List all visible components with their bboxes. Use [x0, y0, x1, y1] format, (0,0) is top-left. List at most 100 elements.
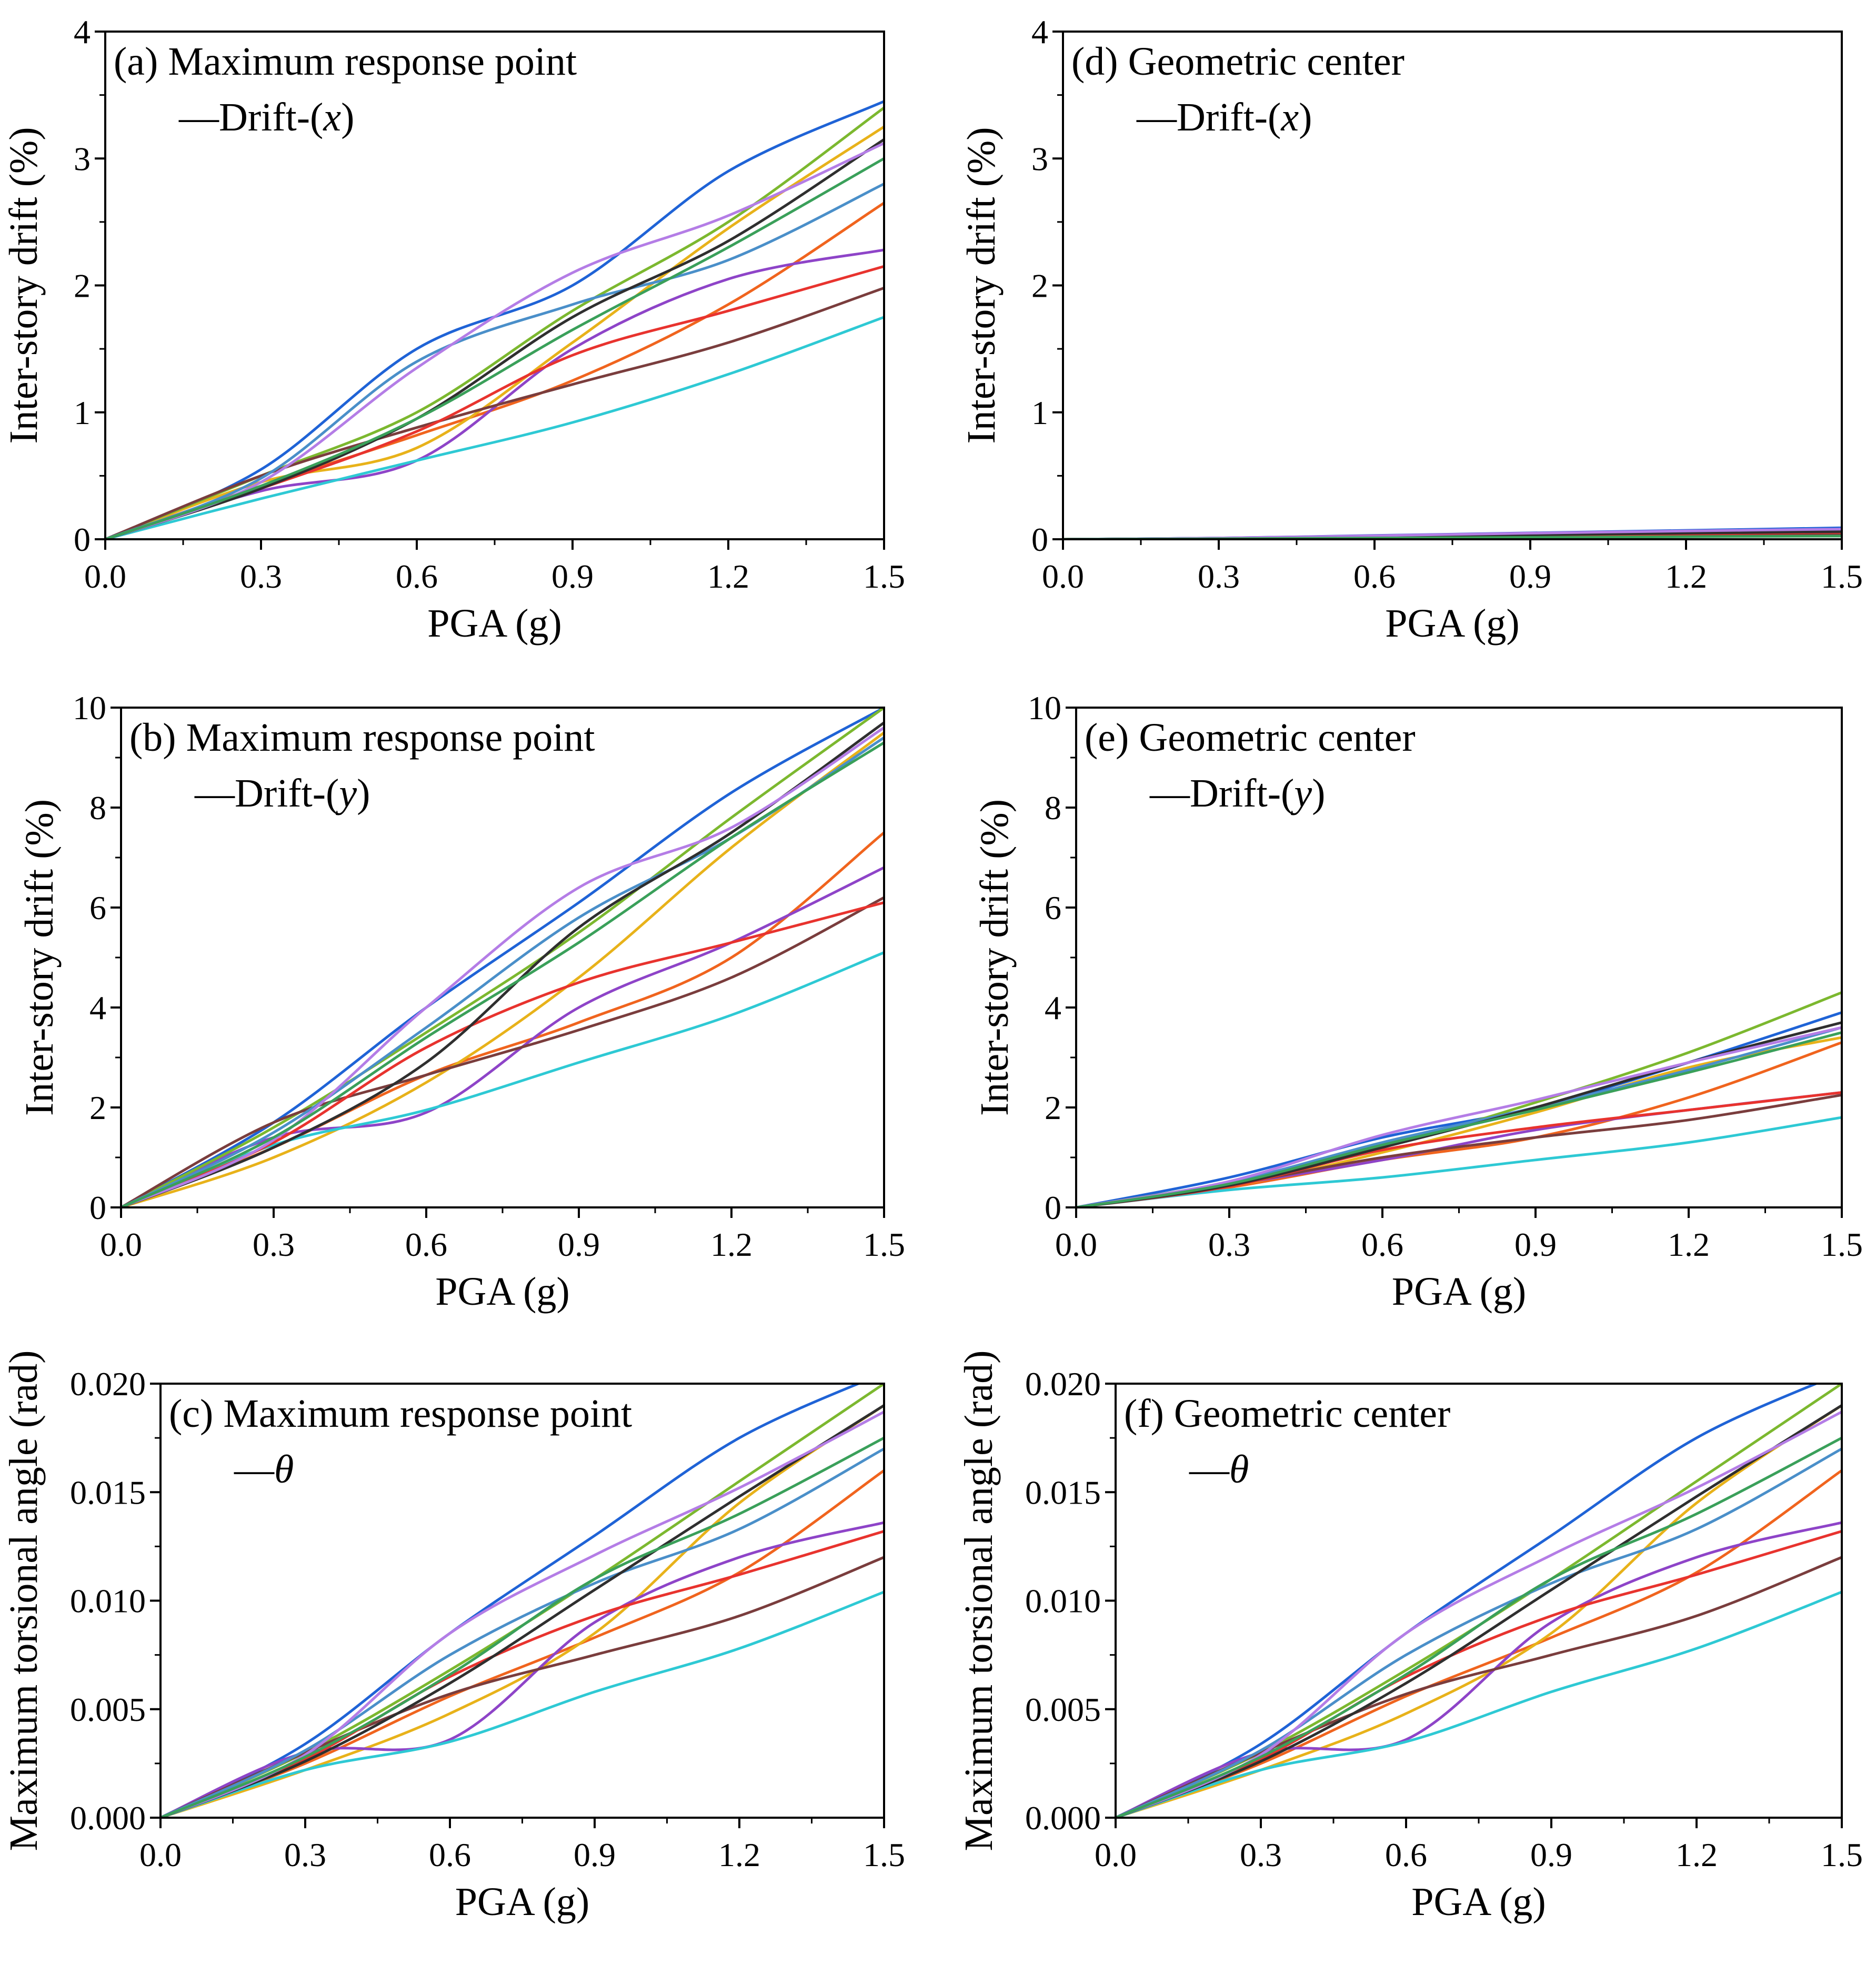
- series-line-gm4: [1116, 1521, 1842, 1818]
- x-tick-label: 1.2: [1676, 1836, 1718, 1873]
- y-tick-label: 2: [74, 267, 91, 305]
- y-tick-label: 2: [89, 1089, 106, 1126]
- x-tick-label: 0.9: [558, 1226, 600, 1263]
- x-tick-label: 0.3: [1240, 1836, 1282, 1873]
- panel-subtitle: —Drift-(x): [178, 95, 354, 139]
- y-tick-label: 8: [1045, 789, 1061, 827]
- y-tick-label: 1: [1031, 394, 1048, 431]
- panel-title: (f) Geometric center: [1124, 1392, 1450, 1436]
- panel-c: 0.0 0.3 0.6 0.9 1.2 1.5 0.000 0.005 0.010 0.015 0.…: [2, 1351, 905, 1924]
- x-tick-label: 0.9: [1514, 1226, 1557, 1263]
- series-line-gm6: [105, 316, 884, 539]
- x-tick-label: 1.5: [1821, 1836, 1863, 1873]
- x-tick-label: 0.3: [1198, 558, 1240, 595]
- x-tick-label: 0.6: [1385, 1836, 1427, 1873]
- x-tick-label: 0.9: [1530, 1836, 1572, 1873]
- y-tick-label: 4: [1045, 989, 1061, 1026]
- series-line-gm6: [1116, 1590, 1842, 1818]
- panel-a: 0.0 0.3 0.6 0.9 1.2 1.5 0 1 2 3 4 PGA (g) Inter-stor…: [2, 13, 905, 646]
- series-line-gm7: [121, 896, 884, 1207]
- y-tick-label: 0.015: [70, 1474, 146, 1511]
- series-line-gm11: [121, 726, 884, 1207]
- series-line-gm1: [1076, 1011, 1842, 1207]
- y-axis-label: Maximum torsional angle (rad): [957, 1351, 1001, 1851]
- series-line-gm5: [1076, 991, 1842, 1207]
- x-tick-label: 1.5: [1821, 1226, 1863, 1263]
- panel-b: 0.0 0.3 0.6 0.9 1.2 1.5 0 2 4 6 8 10 PGA (g) Inter-st…: [17, 689, 905, 1314]
- series-line-gm10: [1116, 1404, 1842, 1818]
- y-tick-label: 4: [1031, 13, 1048, 51]
- series-line-gm10: [121, 721, 884, 1207]
- series-group: [1116, 1384, 1842, 1818]
- y-axis-label: Inter-story drift (%): [959, 127, 1004, 444]
- x-tick-label: 0.9: [551, 558, 594, 595]
- x-tick-label: 1.5: [863, 1226, 905, 1263]
- y-tick-label: 6: [89, 889, 106, 926]
- y-tick-label: 10: [1028, 689, 1061, 727]
- x-tick-label: 1.2: [1665, 558, 1707, 595]
- y-tick-label: 0.020: [1025, 1365, 1101, 1403]
- y-tick-label: 0: [1031, 521, 1048, 558]
- series-line-gm6: [1076, 1116, 1842, 1207]
- y-tick-label: 6: [1045, 889, 1061, 926]
- y-axis-label: Maximum torsional angle (rad): [2, 1351, 46, 1851]
- series-line-gm1: [105, 100, 884, 539]
- x-tick-label: 0.0: [1042, 558, 1084, 595]
- series-group: [160, 1384, 884, 1818]
- series-line-gm8: [1116, 1530, 1842, 1818]
- series-line-gm10: [105, 138, 884, 539]
- panel-subtitle: —θ: [234, 1447, 294, 1492]
- x-axis-label: PGA (g): [427, 601, 561, 646]
- y-tick-label: 2: [1045, 1089, 1061, 1126]
- panel-title: (a) Maximum response point: [114, 39, 577, 84]
- y-tick-label: 3: [1031, 140, 1048, 177]
- panel-title: (b) Maximum response point: [129, 716, 595, 760]
- x-tick-label: 0.0: [139, 1836, 182, 1873]
- panel-subtitle: —θ: [1189, 1447, 1249, 1492]
- y-tick-label: 0.015: [1025, 1474, 1101, 1511]
- series-line-gm11: [105, 142, 884, 539]
- panel-title: (d) Geometric center: [1071, 39, 1405, 84]
- x-tick-label: 0.0: [100, 1226, 142, 1263]
- x-axis-label: PGA (g): [1411, 1880, 1546, 1924]
- series-line-gm5: [121, 708, 884, 1207]
- panel-subtitle: —Drift-(y): [1149, 771, 1325, 815]
- x-tick-label: 0.6: [405, 1226, 447, 1263]
- y-tick-label: 0: [1045, 1189, 1061, 1226]
- panel-d: 0.0 0.3 0.6 0.9 1.2 1.5 0 1 2 3 4 PGA (g) Inter-stor…: [959, 13, 1863, 646]
- series-line-gm2: [160, 1469, 884, 1818]
- series-line-gm7: [105, 286, 884, 539]
- y-tick-label: 2: [1031, 267, 1048, 305]
- series-line-gm2: [1116, 1469, 1842, 1818]
- y-axis-label: Inter-story drift (%): [2, 127, 46, 444]
- series-line-gm2: [105, 201, 884, 539]
- x-tick-label: 0.9: [574, 1836, 616, 1873]
- series-line-gm6: [160, 1590, 884, 1818]
- x-tick-label: 1.5: [863, 1836, 905, 1873]
- y-tick-label: 0.005: [1025, 1691, 1101, 1728]
- y-axis-label: Inter-story drift (%): [17, 799, 62, 1116]
- y-tick-label: 1: [74, 394, 91, 431]
- panel-f: 0.0 0.3 0.6 0.9 1.2 1.5 0.000 0.005 0.010 0.015 0.…: [957, 1351, 1863, 1924]
- y-tick-label: 0: [74, 521, 91, 558]
- panel-title: (c) Maximum response point: [169, 1392, 632, 1436]
- series-group: [121, 708, 884, 1207]
- series-line-gm12: [121, 741, 884, 1207]
- x-tick-label: 1.5: [1821, 558, 1863, 595]
- series-group: [105, 100, 884, 539]
- x-tick-label: 1.2: [718, 1836, 760, 1873]
- series-line-gm5: [105, 106, 884, 539]
- series-line-gm9: [1116, 1447, 1842, 1818]
- y-tick-label: 4: [74, 13, 91, 51]
- y-tick-label: 0.010: [1025, 1583, 1101, 1620]
- series-line-gm4: [160, 1521, 884, 1818]
- x-tick-label: 0.0: [1055, 1226, 1097, 1263]
- panel-title: (e) Geometric center: [1085, 716, 1416, 760]
- x-tick-label: 0.3: [253, 1226, 295, 1263]
- series-group: [1063, 526, 1842, 539]
- series-line-gm12: [1116, 1436, 1842, 1818]
- y-tick-label: 8: [89, 789, 106, 827]
- x-tick-label: 0.3: [240, 558, 282, 595]
- series-group: [1076, 991, 1842, 1207]
- x-axis-label: PGA (g): [1392, 1269, 1526, 1314]
